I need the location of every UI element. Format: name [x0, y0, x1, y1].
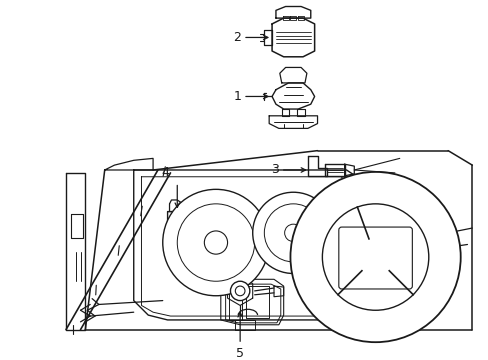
- Text: 2: 2: [233, 31, 241, 44]
- Circle shape: [322, 204, 428, 310]
- Circle shape: [204, 231, 227, 254]
- Circle shape: [290, 172, 460, 342]
- Text: 4: 4: [162, 166, 169, 179]
- Circle shape: [264, 204, 322, 262]
- Text: 1: 1: [233, 90, 241, 103]
- Circle shape: [177, 204, 254, 281]
- Circle shape: [235, 286, 244, 296]
- FancyBboxPatch shape: [338, 227, 411, 289]
- Text: 3: 3: [270, 163, 278, 176]
- Circle shape: [163, 189, 268, 296]
- Circle shape: [284, 224, 302, 242]
- Text: 5: 5: [236, 347, 244, 360]
- Circle shape: [230, 281, 249, 301]
- Circle shape: [252, 192, 333, 274]
